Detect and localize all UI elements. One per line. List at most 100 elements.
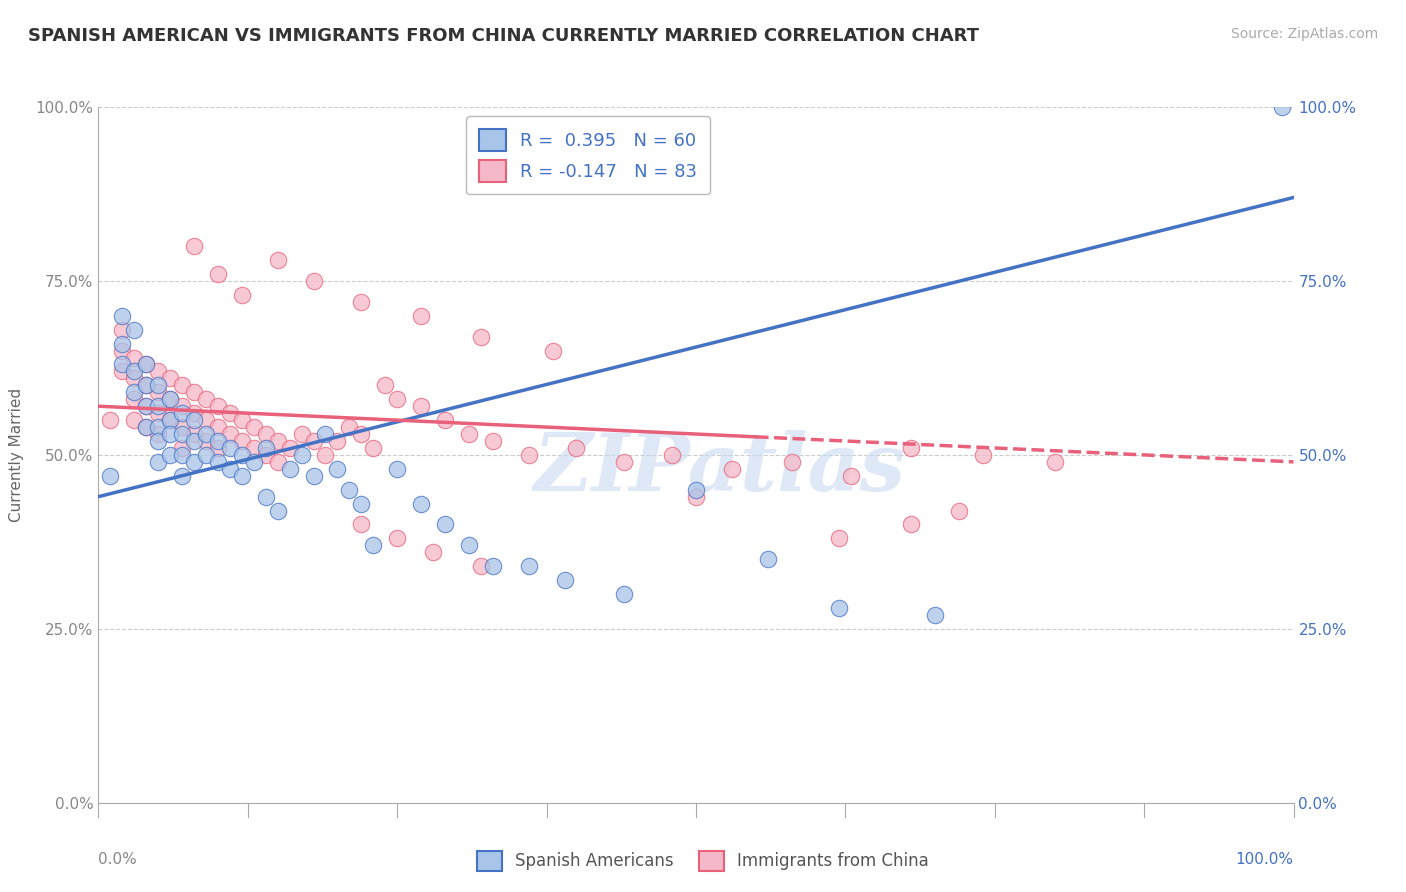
Legend: Spanish Americans, Immigrants from China: Spanish Americans, Immigrants from China xyxy=(468,842,938,880)
Point xyxy=(1271,100,1294,114)
Point xyxy=(124,413,146,427)
Point xyxy=(172,420,194,434)
Point xyxy=(135,420,157,434)
Point xyxy=(339,483,360,497)
Point xyxy=(278,462,301,476)
Point xyxy=(339,420,360,434)
Point xyxy=(172,399,194,413)
Point xyxy=(350,427,373,442)
Point xyxy=(194,427,218,442)
Point xyxy=(470,329,492,343)
Point xyxy=(231,448,253,462)
Point xyxy=(219,462,242,476)
Point xyxy=(148,455,170,469)
Point xyxy=(267,434,290,448)
Point xyxy=(254,441,277,455)
Point xyxy=(411,497,433,511)
Point xyxy=(243,455,266,469)
Point xyxy=(315,427,337,442)
Point xyxy=(159,448,181,462)
Point xyxy=(363,441,385,455)
Point xyxy=(148,378,170,392)
Point xyxy=(159,392,181,407)
Point xyxy=(433,413,456,427)
Point xyxy=(172,406,194,420)
Point xyxy=(613,587,636,601)
Point xyxy=(148,406,170,420)
Point xyxy=(278,441,301,455)
Point xyxy=(111,364,134,378)
Point xyxy=(756,552,779,566)
Point xyxy=(207,267,229,281)
Point xyxy=(243,420,266,434)
Point xyxy=(124,392,146,407)
Point xyxy=(98,468,122,483)
Point xyxy=(159,427,181,442)
Point xyxy=(135,358,157,372)
Point xyxy=(172,441,194,455)
Point xyxy=(111,323,134,337)
Point xyxy=(267,253,290,268)
Point xyxy=(135,378,157,392)
Point xyxy=(111,358,134,372)
Point xyxy=(422,545,444,559)
Point xyxy=(183,434,205,448)
Point xyxy=(254,490,277,504)
Point xyxy=(685,490,707,504)
Legend: R =  0.395   N = 60, R = -0.147   N = 83: R = 0.395 N = 60, R = -0.147 N = 83 xyxy=(465,116,710,194)
Point xyxy=(541,343,564,358)
Point xyxy=(565,441,588,455)
Point xyxy=(841,468,863,483)
Point xyxy=(194,448,218,462)
Point xyxy=(172,468,194,483)
Point xyxy=(350,517,373,532)
Point xyxy=(517,448,540,462)
Point xyxy=(135,399,157,413)
Point xyxy=(219,441,242,455)
Point xyxy=(194,413,218,427)
Point xyxy=(411,309,433,323)
Point xyxy=(135,399,157,413)
Point xyxy=(183,406,205,420)
Point xyxy=(111,336,134,351)
Point xyxy=(159,413,181,427)
Point xyxy=(207,399,229,413)
Point xyxy=(554,573,576,587)
Point xyxy=(613,455,636,469)
Point xyxy=(900,517,922,532)
Point xyxy=(828,601,851,615)
Point xyxy=(219,406,242,420)
Point xyxy=(721,462,744,476)
Point xyxy=(207,441,229,455)
Point xyxy=(350,294,373,309)
Point xyxy=(291,448,314,462)
Y-axis label: Currently Married: Currently Married xyxy=(10,388,24,522)
Point xyxy=(302,468,325,483)
Point xyxy=(194,392,218,407)
Point xyxy=(135,420,157,434)
Point xyxy=(458,427,481,442)
Point xyxy=(326,434,349,448)
Point xyxy=(924,607,946,622)
Point xyxy=(148,399,170,413)
Point xyxy=(148,427,170,442)
Point xyxy=(172,448,194,462)
Point xyxy=(517,559,540,574)
Point xyxy=(183,239,205,253)
Point xyxy=(135,358,157,372)
Point xyxy=(481,434,505,448)
Point xyxy=(124,364,146,378)
Point xyxy=(948,503,970,517)
Text: ZIPatlas: ZIPatlas xyxy=(534,430,905,508)
Point xyxy=(124,351,146,365)
Point xyxy=(231,434,253,448)
Point xyxy=(183,455,205,469)
Point xyxy=(243,441,266,455)
Point xyxy=(124,385,146,400)
Point xyxy=(433,517,456,532)
Point xyxy=(183,385,205,400)
Point xyxy=(148,385,170,400)
Point xyxy=(159,371,181,385)
Point xyxy=(135,378,157,392)
Point xyxy=(254,427,277,442)
